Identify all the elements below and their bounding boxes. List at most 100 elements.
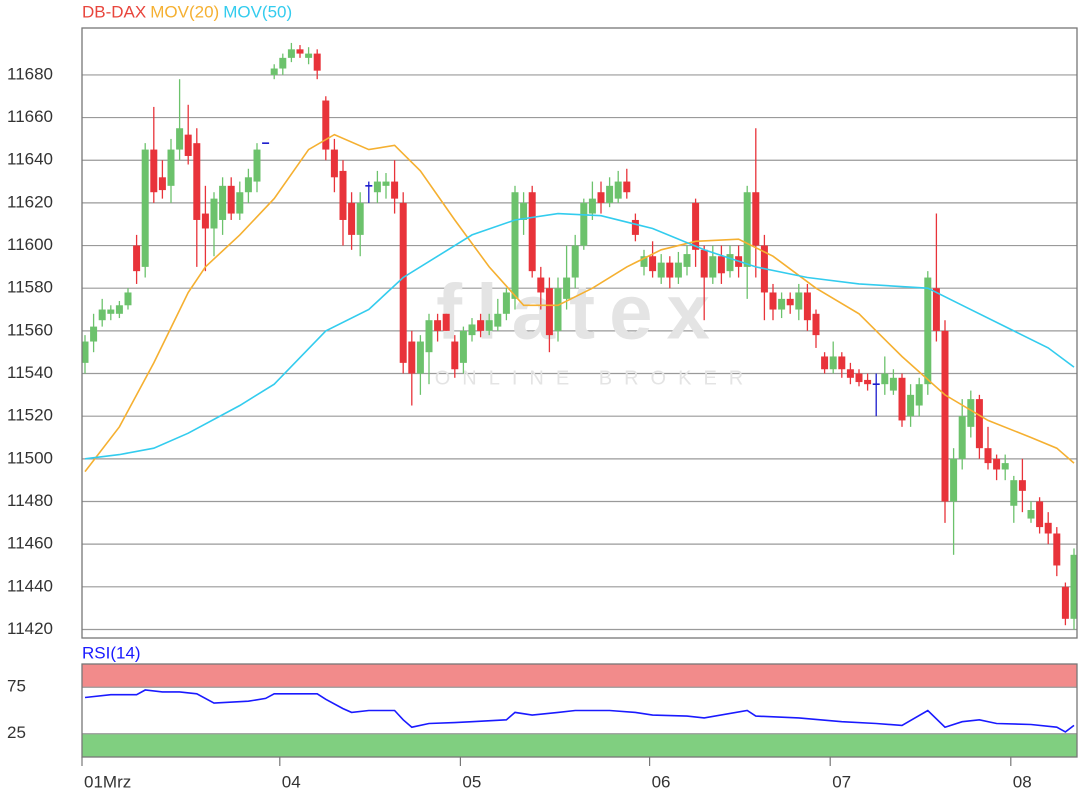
candle-body (597, 192, 605, 203)
candle-body (520, 202, 528, 220)
candle-body (993, 458, 1001, 470)
candle-body (692, 202, 700, 250)
candle-body (382, 181, 390, 186)
candle-body (184, 134, 192, 156)
candle-body (270, 68, 278, 75)
candle-body (752, 192, 760, 246)
candle-body (846, 369, 854, 378)
candle-body (924, 277, 932, 385)
candle-body (898, 377, 906, 421)
candle-body (571, 245, 579, 278)
candle-body (803, 292, 811, 321)
candle-body (459, 330, 467, 363)
candle-body (219, 185, 227, 220)
candle-body (322, 100, 330, 150)
candle-body (709, 256, 717, 278)
x-tick-label: 07 (832, 772, 851, 791)
legend-entry: RSI(14) (82, 643, 141, 662)
candle-body (399, 202, 407, 363)
candle-body (176, 128, 184, 150)
y-tick-label: 11600 (7, 235, 53, 254)
candle-body (975, 399, 983, 449)
candle-body (864, 379, 872, 385)
candle-body (408, 341, 416, 374)
candle-body (631, 219, 639, 235)
y-tick-label: 11440 (7, 576, 53, 595)
y-tick-label: 11640 (7, 150, 53, 169)
candle-body (1070, 554, 1078, 619)
candle-body (477, 320, 485, 331)
candle-body (279, 57, 287, 69)
y-tick-label: 11680 (7, 64, 53, 83)
candle-body (984, 448, 992, 464)
line-series (84, 689, 1075, 733)
x-tick-label: 01Mrz (84, 772, 131, 791)
candle-body (881, 373, 889, 385)
candle-body (227, 185, 235, 214)
candle-body (115, 305, 123, 314)
x-tick-label: 05 (462, 772, 481, 791)
candle-body (210, 198, 218, 229)
candle-body (167, 149, 175, 186)
band (82, 733, 1077, 757)
x-tick-label: 04 (282, 772, 301, 791)
watermark-brand: flatex (436, 268, 724, 356)
candle-body (1061, 586, 1069, 619)
candle-body (98, 309, 106, 321)
candle-body (330, 149, 338, 178)
candle-body (674, 262, 682, 278)
candle-body (296, 49, 304, 54)
candle-body (348, 202, 356, 235)
candle-body (563, 277, 571, 299)
candle-body (511, 192, 519, 299)
candle-body (107, 309, 115, 314)
candle-body (769, 292, 777, 310)
legend-entry: DB-DAX (82, 2, 146, 21)
candle-body (588, 198, 596, 214)
y-tick-label: 11460 (7, 534, 53, 553)
candle-body (485, 320, 493, 331)
candle-body (141, 149, 149, 267)
candle-body (502, 292, 510, 314)
candle-body (1018, 480, 1026, 491)
y-tick-label: 11560 (7, 320, 53, 339)
plot-frame (81, 27, 1078, 639)
candle-body (932, 288, 940, 331)
legend-entry: MOV(50) (223, 2, 292, 21)
candle-body (889, 377, 897, 391)
candle-body (726, 254, 734, 272)
candle-body (640, 256, 648, 267)
candle-body (90, 326, 98, 342)
candle-body (941, 330, 949, 502)
y-tick-label: 75 (7, 677, 26, 696)
candle-body (425, 320, 433, 353)
y-tick-label: 11540 (7, 363, 53, 382)
line-series (84, 133, 1075, 473)
candle-body (580, 202, 588, 246)
y-tick-label: 11520 (7, 406, 53, 425)
candle-body (743, 192, 751, 267)
candle-body (606, 185, 614, 203)
candle-body (1036, 501, 1044, 528)
candle-body (133, 245, 141, 272)
candle-body (193, 143, 201, 220)
candle-body (778, 298, 786, 310)
legend-entry: MOV(20) (150, 2, 219, 21)
candle-body (545, 288, 553, 336)
candle-body (786, 298, 794, 306)
candle-body (614, 181, 622, 199)
y-tick-label: 11580 (7, 278, 53, 297)
candle-body (236, 192, 244, 214)
candle-body (795, 292, 803, 310)
candle-body (829, 356, 837, 370)
candle-body (391, 181, 399, 199)
candle-body (81, 341, 89, 363)
candle-body (821, 356, 829, 370)
candle-body (124, 292, 132, 306)
candle-body (1010, 480, 1018, 506)
y-tick-label: 11660 (7, 107, 53, 126)
candle-body (244, 177, 252, 193)
candle-body (915, 384, 923, 406)
candle-body (434, 320, 442, 331)
